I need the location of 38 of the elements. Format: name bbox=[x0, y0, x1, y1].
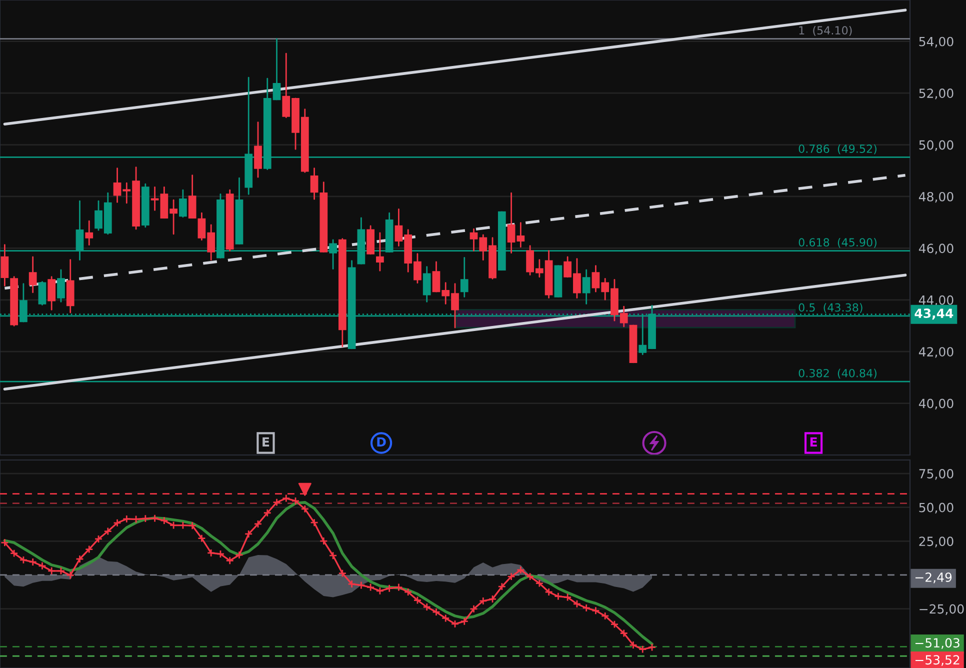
candlestick bbox=[179, 189, 187, 218]
ref-line-label: 0.618 (45.90) bbox=[798, 238, 876, 248]
annotation: E bbox=[262, 437, 270, 446]
y-tick-label: 42,00 bbox=[918, 347, 954, 358]
y-tick-label: 40,00 bbox=[918, 398, 954, 410]
y-tick-label: 48,00 bbox=[918, 192, 954, 203]
candlestick bbox=[0, 244, 9, 286]
ref-line-label: 1 (54.10) bbox=[799, 26, 852, 36]
candlestick bbox=[57, 269, 65, 302]
candlestick bbox=[85, 220, 94, 246]
candlestick bbox=[38, 281, 46, 306]
candlestick bbox=[460, 257, 468, 298]
candlestick bbox=[376, 232, 384, 272]
candlestick bbox=[582, 269, 590, 304]
ref-line-label: 0.5 (43.38) bbox=[798, 303, 862, 313]
candlestick bbox=[310, 168, 318, 200]
annotation: E bbox=[810, 437, 817, 446]
y-tick-label: 75,00 bbox=[919, 468, 954, 480]
candlestick bbox=[28, 256, 37, 294]
y-tick-label: 50,00 bbox=[919, 140, 954, 151]
y-tick-label: 50,00 bbox=[919, 502, 954, 514]
y-tick-label: −25,00 bbox=[920, 604, 964, 615]
text: −53,52 bbox=[915, 655, 960, 666]
text: −51,03 bbox=[915, 638, 960, 649]
y-tick-label: 46,00 bbox=[918, 244, 954, 254]
ref-line-label: 0.786 (49.52) bbox=[798, 144, 876, 154]
y-tick-label: 25,00 bbox=[919, 536, 954, 548]
text: −2,49 bbox=[915, 572, 952, 584]
candlestick bbox=[254, 122, 262, 178]
y-tick-label: 44,00 bbox=[918, 295, 954, 306]
candlestick bbox=[48, 276, 56, 310]
y-tick-label: 52,00 bbox=[919, 88, 954, 100]
candlestick bbox=[422, 266, 431, 302]
ref-line-label: 0.382 (40.84) bbox=[798, 368, 876, 379]
y-tick-label: 54,00 bbox=[919, 36, 954, 48]
ref-line-label: 43,44 bbox=[914, 308, 954, 320]
annotation: D bbox=[377, 437, 386, 446]
candlestick bbox=[188, 174, 196, 219]
